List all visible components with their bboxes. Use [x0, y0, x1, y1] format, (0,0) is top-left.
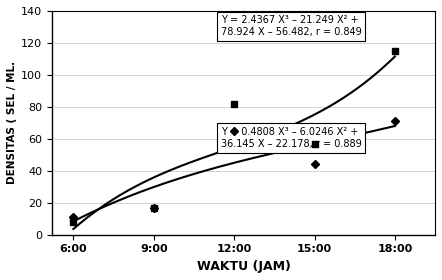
- Text: Y = 2.4367 X³ – 21.249 X² +
78.924 X – 56.482, r = 0.849: Y = 2.4367 X³ – 21.249 X² + 78.924 X – 5…: [221, 15, 361, 37]
- Y-axis label: DENSITAS ( SEL / ML.: DENSITAS ( SEL / ML.: [7, 61, 17, 185]
- Text: Y = 0.4808 X³ – 6.0246 X² +
36.145 X – 22.178, r = 0.889: Y = 0.4808 X³ – 6.0246 X² + 36.145 X – 2…: [221, 127, 361, 149]
- X-axis label: WAKTU (JAM): WAKTU (JAM): [197, 260, 290, 273]
